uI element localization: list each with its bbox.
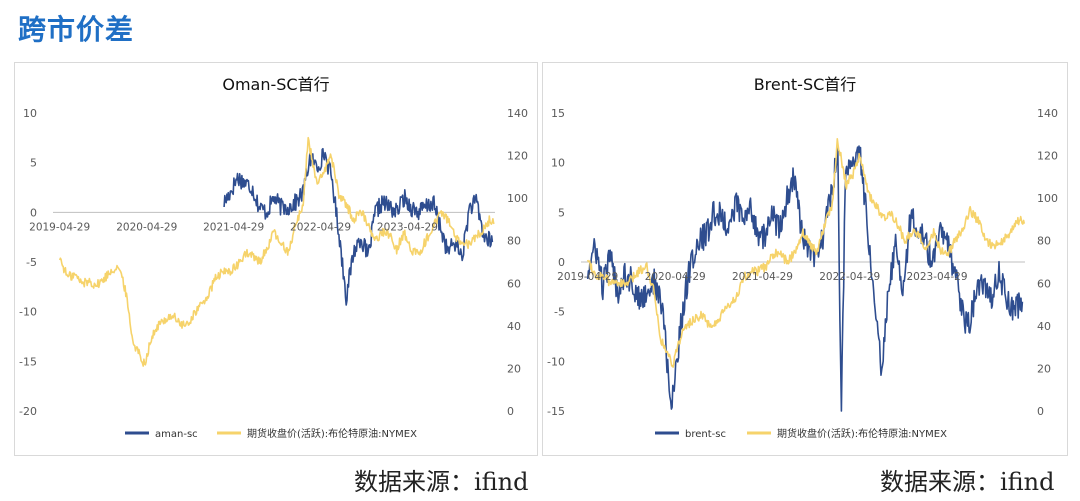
- y-right-tick-label: 120: [507, 150, 528, 163]
- y-left-tick-label: 0: [558, 256, 565, 269]
- x-tick-label: 2020-04-29: [645, 271, 706, 283]
- y-left-tick-label: -20: [19, 405, 37, 418]
- y-right-tick-label: 60: [507, 277, 521, 290]
- legend-label: aman-sc: [155, 429, 198, 440]
- series-line-crude: [586, 138, 1026, 368]
- y-left-tick-label: -10: [547, 355, 565, 368]
- chart-brent-sc: Brent-SC首行 15 10 5 0 -5 -10 -15 140 120 100 80 60 40 2…: [547, 75, 1058, 440]
- x-tick-label: 2019-04-29: [557, 271, 618, 283]
- y-left-tick-label: -10: [19, 306, 37, 319]
- y-left-tick-label: 10: [23, 107, 37, 120]
- x-tick-label: 2022-04-29: [819, 271, 880, 283]
- x-tick-label: 2021-04-29: [203, 221, 264, 233]
- y-right-tick-label: 80: [1037, 235, 1051, 248]
- y-left-tick-label: 0: [30, 206, 37, 219]
- x-tick-label: 2023-04-29: [906, 271, 967, 283]
- legend-label: brent-sc: [685, 429, 726, 440]
- y-left-tick-label: -15: [547, 405, 565, 418]
- source-label-left: 数据来源：ifind: [354, 468, 529, 496]
- y-right-tick-label: 60: [1037, 277, 1051, 290]
- chart-title: Brent-SC首行: [754, 75, 857, 94]
- x-tick-label: 2023-04-29: [377, 221, 438, 233]
- chart-title: Oman-SC首行: [222, 75, 329, 94]
- y-right-tick-label: 140: [1037, 107, 1058, 120]
- y-left-tick-label: -5: [554, 306, 565, 319]
- x-tick-label: 2022-04-29: [290, 221, 351, 233]
- y-left-tick-label: 5: [30, 157, 37, 170]
- y-right-tick-label: 100: [507, 192, 528, 205]
- y-right-tick-label: 0: [1037, 405, 1044, 418]
- page-title: 跨市价差: [18, 13, 135, 46]
- y-right-tick-label: 20: [507, 362, 521, 375]
- y-right-tick-label: 0: [507, 405, 514, 418]
- source-label-right: 数据来源：ifind: [880, 468, 1055, 496]
- y-left-tick-label: 10: [551, 157, 565, 170]
- x-tick-label: 2019-04-29: [29, 221, 90, 233]
- legend-label: 期货收盘价(活跃):布伦特原油:NYMEX: [777, 427, 947, 440]
- series-line-crude: [58, 136, 495, 367]
- y-left-tick-label: 15: [551, 107, 565, 120]
- y-right-tick-label: 140: [507, 107, 528, 120]
- y-right-tick-label: 80: [507, 235, 521, 248]
- series-line-spread: [223, 147, 494, 306]
- y-right-tick-label: 40: [507, 320, 521, 333]
- chart-panel-oman-sc: Oman-SC首行 10 5 0 -5 -10 -15 -20 140 120 100 80 60 40 2…: [14, 62, 538, 456]
- legend-label: 期货收盘价(活跃):布伦特原油:NYMEX: [247, 427, 417, 440]
- chart-panel-brent-sc: Brent-SC首行 15 10 5 0 -5 -10 -15 140 120 100 80 60 40 2…: [542, 62, 1068, 456]
- chart-oman-sc: Oman-SC首行 10 5 0 -5 -10 -15 -20 140 120 100 80 60 40 2…: [19, 75, 528, 440]
- y-right-tick-label: 100: [1037, 192, 1058, 205]
- y-right-tick-label: 40: [1037, 320, 1051, 333]
- x-tick-label: 2021-04-29: [732, 271, 793, 283]
- y-right-tick-label: 20: [1037, 362, 1051, 375]
- x-tick-label: 2020-04-29: [116, 221, 177, 233]
- y-left-tick-label: -5: [26, 256, 37, 269]
- y-right-tick-label: 120: [1037, 150, 1058, 163]
- y-left-tick-label: -15: [19, 355, 37, 368]
- y-left-tick-label: 5: [558, 206, 565, 219]
